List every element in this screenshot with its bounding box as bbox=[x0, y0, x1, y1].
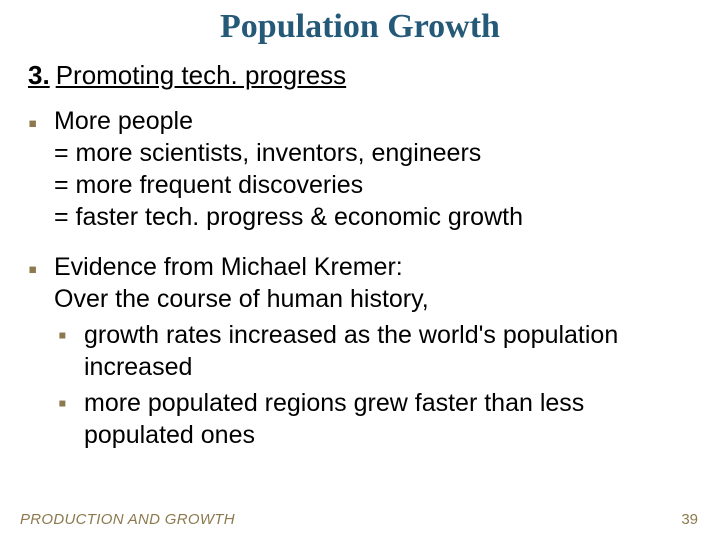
bullet-line: = more frequent discoveries bbox=[54, 169, 692, 201]
sub-bullet-list: growth rates increased as the world's po… bbox=[54, 319, 692, 451]
heading-text: Promoting tech. progress bbox=[56, 60, 346, 91]
slide: Population Growth 3. Promoting tech. pro… bbox=[0, 0, 720, 540]
bullet-line: More people bbox=[54, 105, 692, 137]
bullet-item: Evidence from Michael Kremer: Over the c… bbox=[28, 251, 692, 451]
bullet-item: More people = more scientists, inventors… bbox=[28, 105, 692, 233]
section-heading: 3. Promoting tech. progress bbox=[28, 60, 692, 91]
footer-left: PRODUCTION AND GROWTH bbox=[20, 511, 235, 528]
bullet-line: = more scientists, inventors, engineers bbox=[54, 137, 692, 169]
bullet-line: = faster tech. progress & economic growt… bbox=[54, 201, 692, 233]
sub-bullet-item: growth rates increased as the world's po… bbox=[54, 319, 692, 383]
bullet-list: More people = more scientists, inventors… bbox=[28, 105, 692, 451]
bullet-line: Over the course of human history, bbox=[54, 283, 692, 315]
page-number: 39 bbox=[681, 511, 698, 528]
sub-bullet-item: more populated regions grew faster than … bbox=[54, 387, 692, 451]
heading-number: 3. bbox=[28, 60, 50, 91]
bullet-line: Evidence from Michael Kremer: bbox=[54, 251, 692, 283]
slide-title: Population Growth bbox=[28, 8, 692, 46]
